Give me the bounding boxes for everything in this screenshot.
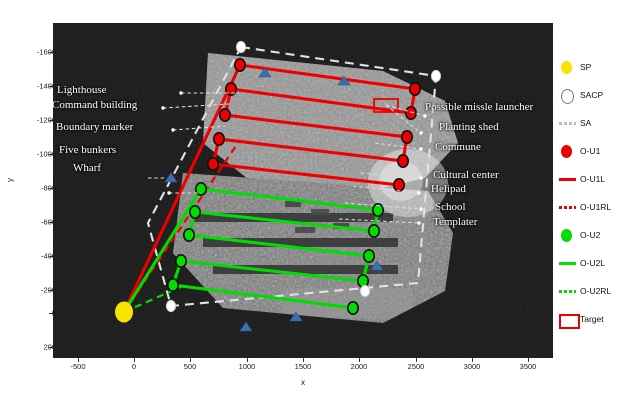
annotation-cultural-center: Cultural center [433,169,499,181]
x-tick-label: 2500 [407,362,425,371]
annotation-wharf: Wharf [73,162,102,174]
y-tickmark [49,52,53,53]
x-tickmark [78,358,79,362]
legend-item-target[interactable]: Target [556,312,604,329]
x-tickmark [528,358,529,362]
y-tickmark [49,188,53,189]
x-axis-title: x [301,378,305,387]
annotation-command-building: Command building [53,99,138,111]
legend-item-o-u1l[interactable]: O-U1L [556,172,605,186]
y-tick-label: 200 [43,342,56,352]
legend-item-sa[interactable]: SA [556,116,591,130]
y-tick-label: -1600 [36,47,56,57]
y-axis-title: y [5,178,15,182]
legend-label: Target [580,314,604,324]
ou1-nodes [207,57,421,193]
sa-boundary-polygon [146,45,438,308]
plot-area: Lighthouse Command building Boundary mar… [53,23,553,358]
ou2rl-dotted-line-icon [556,284,578,298]
sp-start-point [115,301,133,323]
x-tickmark [416,358,417,362]
annotation-lighthouse: Lighthouse [57,84,107,96]
y-tickmark [49,154,53,155]
ou2l-line-icon [556,256,578,270]
x-tickmark [303,358,304,362]
y-tickmark [49,222,53,223]
x-tick-label: 3000 [463,362,481,371]
annotation-school: School [435,201,466,213]
legend-item-o-u2l[interactable]: O-U2L [556,256,605,270]
legend-label: O-U2 [580,230,601,240]
y-tickmark [49,86,53,87]
legend-item-o-u1rl[interactable]: O-U1RL [556,200,611,214]
sacp-nodes [165,40,442,313]
x-tickmark [247,358,248,362]
x-tickmark [472,358,473,362]
y-tickmark [49,256,53,257]
annotation-possible-missle-launcher: Possible missle launcher [425,101,534,113]
annotation-helipad: Helipad [431,183,466,195]
legend-label: O-U1RL [580,202,612,212]
y-tick-label: -600 [40,217,56,227]
legend-label: O-U2RL [580,286,612,296]
legend-label: O-U1 [580,146,601,156]
plot-svg [53,23,553,358]
y-tickmark [49,347,53,348]
y-tick-label: -200 [40,285,56,295]
x-tick-label: 1500 [294,362,312,371]
y-tickmark [49,120,53,121]
ou2-marker-icon [556,228,578,242]
legend-label: SACP [580,90,604,100]
legend-item-sp[interactable]: SP [556,60,591,74]
legend-item-o-u1[interactable]: O-U1 [556,144,600,158]
x-tick-label: 1000 [238,362,256,371]
legend-label: SA [580,118,592,128]
target-rect [373,98,399,113]
y-tick-label: -1200 [36,115,56,125]
ou1-marker-icon [556,144,578,158]
y-tickmark [49,313,53,314]
x-tickmark [359,358,360,362]
legend-label: O-U2L [580,258,606,268]
target-rect-icon [556,312,580,329]
ou1l-line-icon [556,172,578,186]
y-tick-label: -400 [40,251,56,261]
x-tick-label: 3500 [519,362,537,371]
legend-item-sacp[interactable]: SACP [556,88,604,104]
y-tick-label: 0 [51,308,56,318]
annotation-commune: Commune [435,141,481,153]
legend-label: SP [580,62,592,72]
ou1-return-line [123,139,241,313]
legend-item-o-u2rl[interactable]: O-U2RL [556,284,611,298]
legend-label: O-U1L [580,174,606,184]
y-tick-label: -1400 [36,81,56,91]
legend-item-o-u2[interactable]: O-U2 [556,228,600,242]
leader-dots-left [161,91,183,195]
x-tick-label: -500 [70,362,86,371]
annotation-planting-shed: Planting shed [439,121,499,133]
annotation-templater: Templater [433,216,478,228]
x-tickmark [134,358,135,362]
leader-lines-right [338,104,426,224]
leader-arrow-heads-right [417,114,427,225]
ou2-nodes [167,182,384,315]
y-tickmark [49,290,53,291]
leader-lines-left [148,92,239,194]
y-tick-label: -1000 [36,149,56,159]
x-tick-label: 500 [183,362,197,371]
annotation-five-bunkers: Five bunkers [59,144,117,156]
x-tick-label: 2000 [350,362,368,371]
x-tick-label: 0 [131,362,137,371]
x-tickmark [190,358,191,362]
bunker-triangles [164,67,384,332]
sp-marker-icon [556,60,578,74]
sacp-marker-icon [556,88,578,104]
ou1rl-dotted-line-icon [556,200,578,214]
annotation-boundary-marker: Boundary marker [56,121,134,133]
y-tick-label: -800 [40,183,56,193]
sa-dotted-line-icon [556,116,578,130]
